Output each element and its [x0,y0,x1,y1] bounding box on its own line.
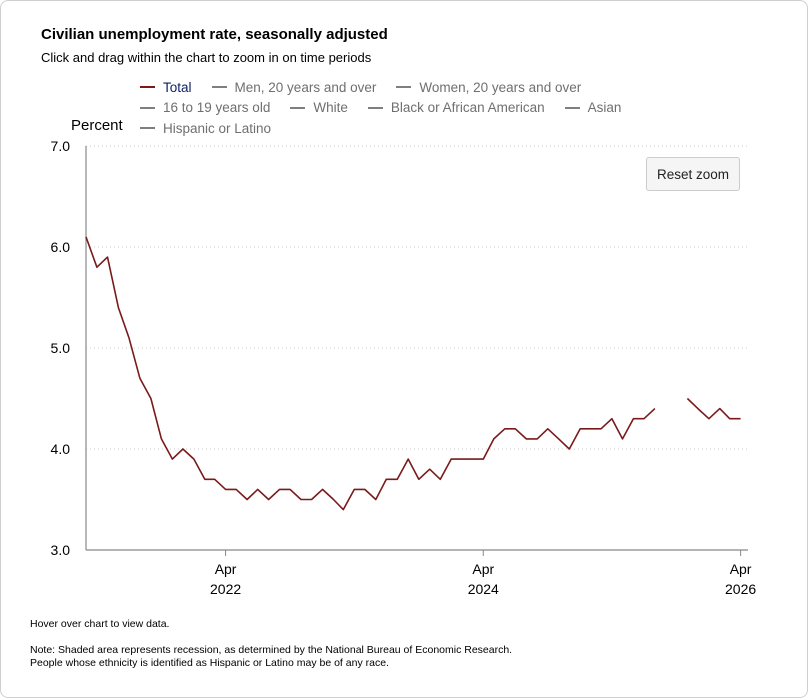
legend-item-black-or-african-american[interactable]: Black or African American [367,99,545,116]
legend-swatch [140,86,155,88]
y-tick-label: 3.0 [51,542,71,558]
y-axis-label: Percent [71,117,124,134]
legend-label: Asian [587,100,622,115]
y-tick-label: 5.0 [51,340,71,356]
legend-item-asian[interactable]: Asian [564,99,622,116]
ethnicity-note: People whose ethnicity is identified as … [30,657,389,669]
x-tick-year: 2024 [468,581,499,597]
x-tick-month: Apr [730,561,752,577]
legend: Total Men, 20 years and over Women, 20 yea… [140,75,700,137]
x-tick-year: 2022 [210,581,241,597]
y-tick-label: 7.0 [51,138,71,154]
legend-label: Women, 20 years and over [419,79,582,95]
legend-label: Men, 20 years and over [234,79,377,95]
chart-title: Civilian unemployment rate, seasonally a… [41,26,388,43]
legend-swatch [140,127,155,129]
legend-item-total[interactable]: Total [140,79,192,96]
legend-item-white[interactable]: White [290,99,348,116]
legend-swatch [367,106,383,109]
legend-swatch [396,86,412,88]
legend-label: Black or African American [390,100,545,115]
legend-label: Total [163,79,192,95]
legend-item-men-20-years-and-over[interactable]: Men, 20 years and over [211,79,377,96]
reset-zoom-button[interactable]: Reset zoom [646,157,740,191]
y-tick-label: 4.0 [51,441,71,457]
legend-item-16-to-19-years-old[interactable]: 16 to 19 years old [140,99,270,116]
legend-swatch [211,86,227,88]
chart-subtitle: Click and drag within the chart to zoom … [41,50,372,65]
x-tick-month: Apr [472,561,494,577]
legend-label: White [313,100,348,115]
x-tick-year: 2026 [725,581,756,597]
recession-note: Note: Shaded area represents recession, … [30,644,513,656]
legend-item-women-20-years-and-over[interactable]: Women, 20 years and over [396,79,581,96]
legend-swatch [564,106,580,109]
y-tick-label: 6.0 [51,239,71,255]
legend-swatch [290,106,306,109]
legend-label: Hispanic or Latino [163,120,272,136]
series-line-total [686,397,741,420]
legend-item-hispanic-or-latino[interactable]: Hispanic or Latino [140,120,271,137]
legend-swatch [140,106,155,109]
series-line-total [85,236,656,511]
legend-label: 16 to 19 years old [163,100,271,115]
hover-note: Hover over chart to view data. [30,618,170,630]
x-tick-month: Apr [215,561,237,577]
